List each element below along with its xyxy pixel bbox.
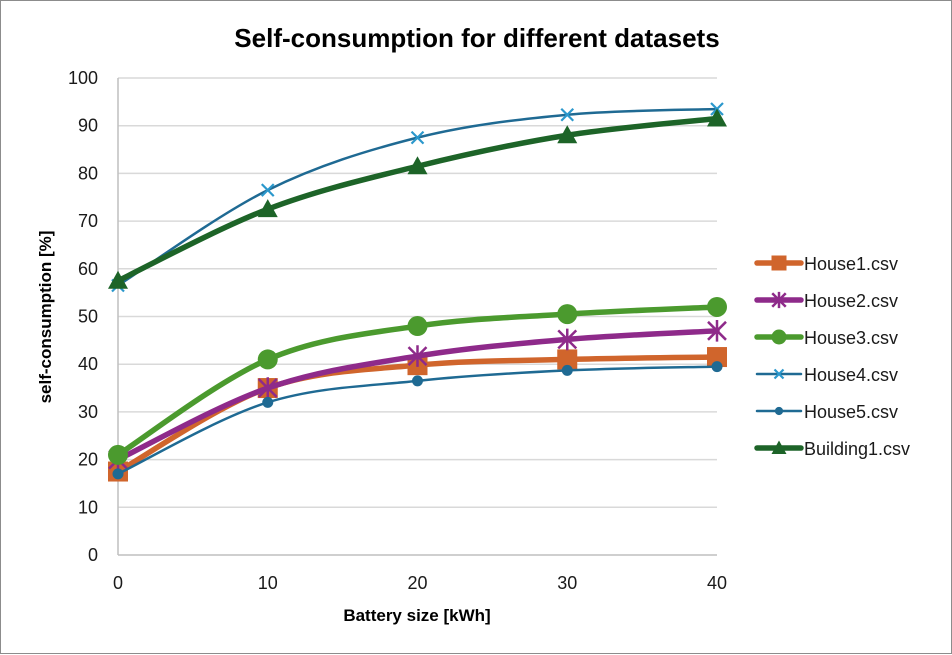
y-tick-label: 100 [68, 68, 98, 88]
x-marker [560, 107, 575, 122]
dot-marker [774, 406, 784, 416]
y-tick-label: 0 [88, 545, 98, 565]
x-tick-label: 0 [113, 573, 123, 593]
y-tick-labels: 0 10 20 30 40 50 60 70 80 90 100 [68, 68, 98, 565]
y-tick-label: 70 [78, 211, 98, 231]
dot-marker [711, 361, 723, 373]
star-marker [707, 320, 727, 342]
y-tick-label: 30 [78, 402, 98, 422]
y-tick-label: 60 [78, 259, 98, 279]
y-tick-label: 20 [78, 450, 98, 470]
x-axis-label: Battery size [kWh] [343, 606, 490, 625]
square-marker [771, 255, 787, 271]
circle-marker [771, 329, 787, 345]
legend-label: House5.csv [804, 402, 898, 422]
chart-title: Self-consumption for different datasets [234, 23, 719, 53]
series-group [108, 102, 727, 482]
x-marker [773, 368, 785, 380]
circle-marker [108, 444, 128, 465]
x-tick-label: 20 [407, 573, 427, 593]
series-house5 [112, 361, 723, 480]
circle-marker [707, 296, 727, 317]
x-marker [260, 183, 275, 197]
x-tick-label: 10 [258, 573, 278, 593]
legend-label: House4.csv [804, 365, 898, 385]
triangle-marker [257, 199, 278, 218]
legend-label: Building1.csv [804, 439, 910, 459]
legend-label: House3.csv [804, 328, 898, 348]
y-tick-label: 40 [78, 354, 98, 374]
circle-marker [407, 316, 428, 337]
series-line [116, 107, 719, 287]
triangle-marker [771, 440, 787, 454]
series-house3 [108, 296, 727, 465]
y-tick-label: 90 [78, 116, 98, 136]
y-tick-label: 10 [78, 497, 98, 517]
legend-item: Building1.csv [754, 439, 910, 459]
star-marker [407, 345, 428, 367]
dot-marker [412, 375, 423, 387]
star-marker [771, 291, 787, 309]
star-marker [557, 328, 578, 351]
legend: House1.csv House2.csv House3.csv House4.csv… [754, 254, 910, 459]
square-marker [557, 349, 578, 370]
series-line [115, 115, 720, 284]
dot-marker [561, 364, 573, 376]
circle-marker [257, 349, 278, 370]
y-axis-label: self-consumption [%] [36, 231, 55, 404]
y-tick-label: 80 [78, 163, 98, 183]
series-building1 [108, 108, 727, 289]
legend-item: House2.csv [754, 291, 898, 311]
legend-item: House5.csv [755, 402, 898, 422]
triangle-marker [707, 108, 727, 127]
legend-item: House3.csv [754, 328, 898, 348]
legend-label: House2.csv [804, 291, 898, 311]
x-tick-label: 30 [557, 573, 577, 593]
x-tick-labels: 0 10 20 30 40 [113, 573, 727, 593]
x-tick-label: 40 [707, 573, 727, 593]
series-house4 [111, 102, 724, 293]
legend-item: House4.csv [755, 365, 898, 385]
x-marker [410, 130, 425, 145]
y-tick-label: 50 [78, 307, 98, 327]
dot-marker [262, 396, 274, 408]
triangle-marker [557, 125, 578, 144]
circle-marker [557, 304, 578, 325]
triangle-marker [407, 156, 428, 175]
legend-label: House1.csv [804, 254, 898, 274]
dot-marker [112, 468, 124, 480]
triangle-marker [108, 270, 128, 289]
legend-item: House1.csv [754, 254, 898, 274]
gridlines [118, 77, 717, 509]
square-marker [707, 347, 727, 368]
star-marker [257, 377, 278, 399]
